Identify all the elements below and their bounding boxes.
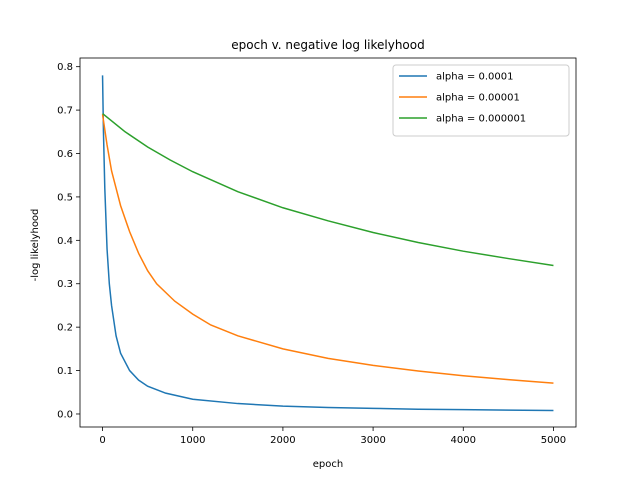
legend-label: alpha = 0.00001 [436,93,520,104]
x-tick-label: 4000 [451,435,476,446]
y-axis-label: -log likelyhood [30,209,41,282]
series-line-2 [101,114,554,384]
x-tick-label: 2000 [270,435,295,446]
x-axis-label: epoch [313,459,343,470]
y-tick-label: 0.5 [57,192,73,203]
chart-title: epoch v. negative log likelyhood [231,38,424,52]
legend-label: alpha = 0.0001 [436,72,513,83]
legend-box [392,64,570,137]
axes-frame [79,57,577,428]
legend: alpha = 0.0001 alpha = 0.00001 alpha = 0.0… [392,64,570,137]
y-tick-label: 0.1 [57,366,73,377]
y-tick-label: 0.2 [57,323,73,334]
y-tick-label: 0.4 [57,236,73,247]
series-line-1 [101,75,554,412]
y-tick-label: 0.7 [57,106,73,117]
legend-label: alpha = 0.000001 [436,114,526,125]
series-line-3 [102,112,554,267]
x-tick-label: 5000 [541,435,566,446]
y-tick-label: 0.0 [57,409,73,420]
x-tick-label: 0 [99,435,105,446]
x-tick-label: 1000 [180,435,205,446]
y-tick-label: 0.3 [57,279,73,290]
y-tick-label: 0.6 [57,149,73,160]
plot-area: 0 1000 2000 3000 4000 5000 0.0 0.1 0.2 0.3 0.4 0.5 0… [57,57,577,446]
y-tick-label: 0.8 [57,62,73,73]
x-tick-label: 3000 [360,435,385,446]
